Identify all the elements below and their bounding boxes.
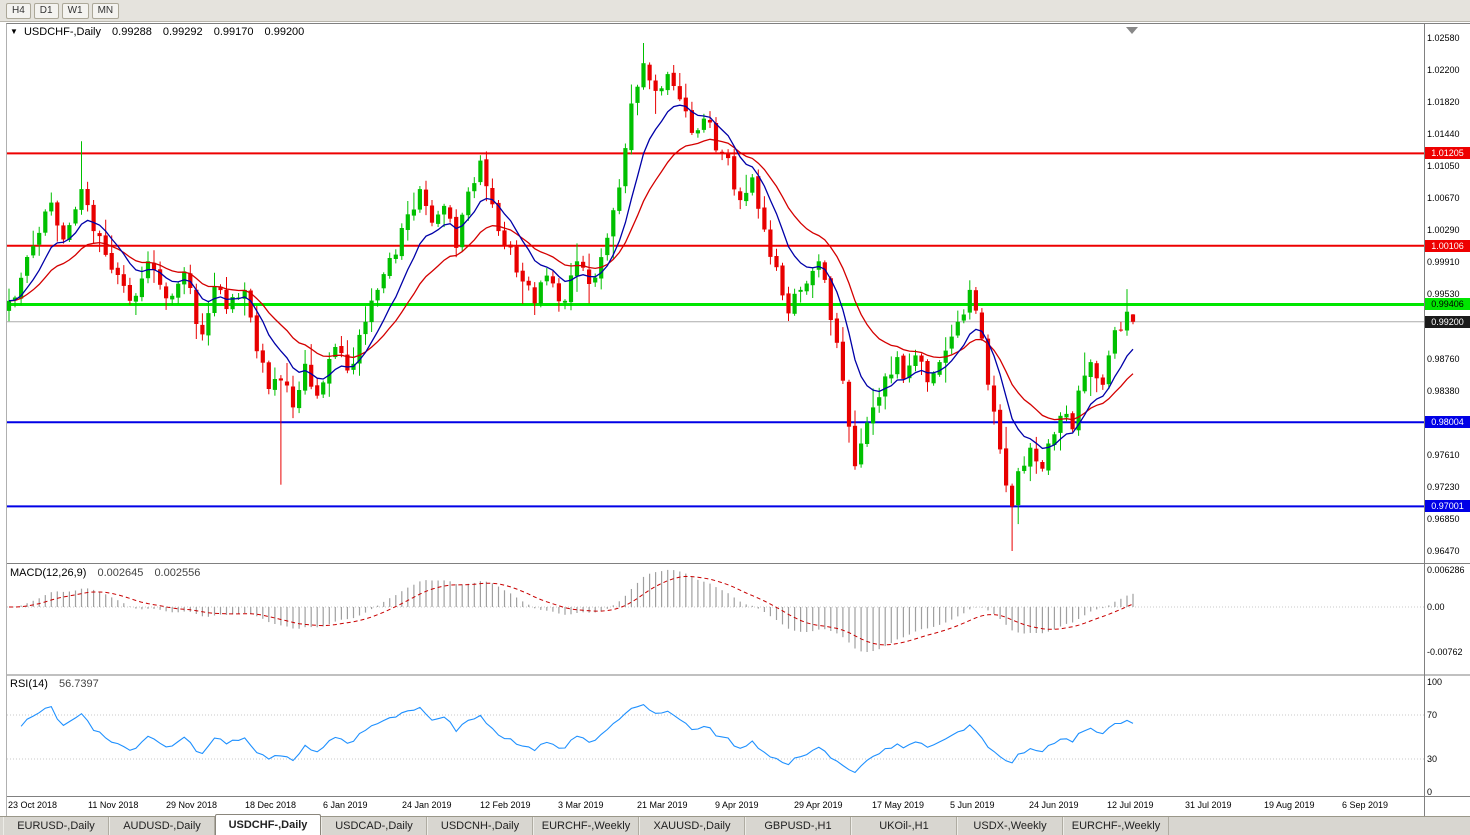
price-axis-label: 1.02580 — [1427, 33, 1460, 43]
quote-close: 0.99200 — [264, 26, 305, 38]
time-axis-label: 24 Jan 2019 — [402, 800, 452, 810]
time-axis-label: 11 Nov 2018 — [88, 800, 139, 810]
time-axis-label: 9 Apr 2019 — [715, 800, 759, 810]
macd-axis-label: 0.006286 — [1427, 564, 1465, 575]
chart-tab-gbpusd-h1[interactable]: GBPUSD-,H1 — [745, 817, 851, 835]
price-axis-label: 1.00290 — [1427, 225, 1460, 236]
chart-tab-xauusd-daily[interactable]: XAUUSD-,Daily — [639, 817, 745, 835]
chart-tab-eurusd-daily[interactable]: EURUSD-,Daily — [3, 817, 109, 835]
price-axis-label: 0.98760 — [1427, 353, 1460, 364]
chevron-down-icon[interactable]: ▼ — [10, 27, 18, 36]
chart-tab-audusd-daily[interactable]: AUDUSD-,Daily — [109, 817, 215, 835]
time-axis-label: 24 Jun 2019 — [1029, 800, 1079, 810]
price-badge-0.99406: 0.99406 — [1425, 298, 1470, 311]
price-axis-label: 1.01440 — [1427, 128, 1460, 139]
price-axis-label: 0.96470 — [1427, 546, 1460, 556]
candlesticks — [7, 43, 1136, 551]
price-axis-label: 0.97610 — [1427, 450, 1460, 461]
price-badge-1.01205: 1.01205 — [1425, 147, 1470, 160]
price-badge-0.98004: 0.98004 — [1425, 416, 1470, 429]
rsi-axis-label: 100 — [1427, 677, 1443, 687]
time-axis-label: 29 Nov 2018 — [166, 800, 218, 810]
rsi-line — [20, 703, 1134, 774]
price-axis-label: 0.96850 — [1427, 514, 1460, 525]
chart-tab-usdcnh-daily[interactable]: USDCNH-,Daily — [427, 817, 533, 835]
price-badge-0.99200: 0.99200 — [1425, 315, 1470, 328]
chart-shift-marker-icon[interactable] — [1126, 27, 1138, 34]
time-axis-label: 18 Dec 2018 — [245, 800, 297, 810]
timeframe-toolbar: H4 D1 W1 MN — [0, 0, 1470, 22]
price-axis-label: 1.02200 — [1427, 64, 1460, 75]
price-axis-label: 0.97230 — [1427, 482, 1460, 493]
time-axis-label: 6 Jan 2019 — [323, 800, 368, 810]
price-axis-label: 1.01050 — [1427, 161, 1460, 172]
symbol-ohlc-header: ▼ USDCHF-,Daily 0.99288 0.99292 0.99170 … — [10, 26, 304, 38]
time-axis-label: 17 May 2019 — [872, 800, 925, 810]
horizontal-level-lines — [7, 152, 1424, 508]
timeframe-button-mn[interactable]: MN — [91, 2, 120, 19]
time-axis-label: 21 Mar 2019 — [637, 800, 688, 810]
rsi-plot — [7, 703, 1424, 774]
time-axis-label: 5 Jun 2019 — [950, 800, 995, 810]
symbol-title: USDCHF-,Daily — [23, 26, 101, 38]
chart-tab-eurchf-weekly[interactable]: EURCHF-,Weekly — [533, 817, 639, 835]
timeframe-button-d1[interactable]: D1 — [33, 2, 59, 19]
price-axis-label: 1.01820 — [1427, 96, 1460, 107]
price-badge-1.00106: 1.00106 — [1425, 239, 1470, 252]
chart-tab-bar: EURUSD-,Daily AUDUSD-,Daily USDCHF-,Daily U… — [0, 814, 1470, 835]
macd-label: MACD(12,26,9) — [10, 567, 87, 579]
chart-tab-usdx-weekly[interactable]: USDX-,Weekly — [957, 817, 1063, 835]
chart-tab-usdchf-daily[interactable]: USDCHF-,Daily — [215, 814, 321, 835]
time-axis-label: 12 Jul 2019 — [1107, 800, 1154, 810]
macd-value-signal: 0.002556 — [154, 567, 201, 579]
price-axis-label: 0.98380 — [1427, 385, 1460, 396]
macd-value-main: 0.002645 — [97, 567, 144, 579]
rsi-axis-label: 70 — [1427, 710, 1438, 720]
quote-open: 0.99288 — [112, 26, 152, 38]
timeframe-button-w1[interactable]: W1 — [61, 2, 89, 19]
price-badge-0.97001: 0.97001 — [1425, 500, 1470, 513]
macd-indicator-header: MACD(12,26,9) 0.002645 0.002556 — [10, 567, 200, 579]
chart-tab-ukoil-h1[interactable]: UKOil-,H1 — [851, 817, 957, 835]
macd-axis-label: 0.00 — [1427, 602, 1445, 612]
ma-fast-line — [8, 104, 1134, 450]
price-axis-label: 0.99910 — [1427, 257, 1460, 268]
time-axis-label: 6 Sep 2019 — [1342, 800, 1389, 810]
rsi-label: RSI(14) — [10, 678, 48, 690]
chart-tab-usdcad-daily[interactable]: USDCAD-,Daily — [321, 817, 427, 835]
macd-signal-line — [9, 575, 1134, 646]
macd-axis-label: -0.00762 — [1427, 646, 1463, 657]
time-axis-label: 23 Oct 2018 — [8, 800, 58, 810]
time-axis-label: 29 Apr 2019 — [794, 800, 843, 810]
rsi-axis-label: 30 — [1427, 754, 1438, 764]
price-axis-label: 0.99530 — [1427, 289, 1460, 300]
ma-slow-line — [8, 138, 1134, 421]
timeframe-button-h4[interactable]: H4 — [6, 2, 31, 19]
rsi-axis-label: 0 — [1427, 787, 1433, 797]
time-axis-label: 3 Mar 2019 — [558, 800, 604, 810]
time-axis-label: 19 Aug 2019 — [1264, 800, 1315, 810]
quote-low: 0.99170 — [213, 26, 254, 38]
macd-plot — [7, 569, 1424, 652]
chart-tab-eurchf-weekly[interactable]: EURCHF-,Weekly — [1063, 817, 1169, 835]
time-axis-label: 12 Feb 2019 — [480, 800, 531, 810]
time-axis-label: 31 Jul 2019 — [1185, 800, 1232, 810]
quote-high: 0.99292 — [162, 26, 203, 38]
moving-averages — [8, 104, 1134, 450]
rsi-indicator-header: RSI(14) 56.7397 — [10, 678, 99, 690]
price-axis-label: 1.00670 — [1427, 193, 1460, 204]
rsi-value: 56.7397 — [58, 678, 99, 690]
